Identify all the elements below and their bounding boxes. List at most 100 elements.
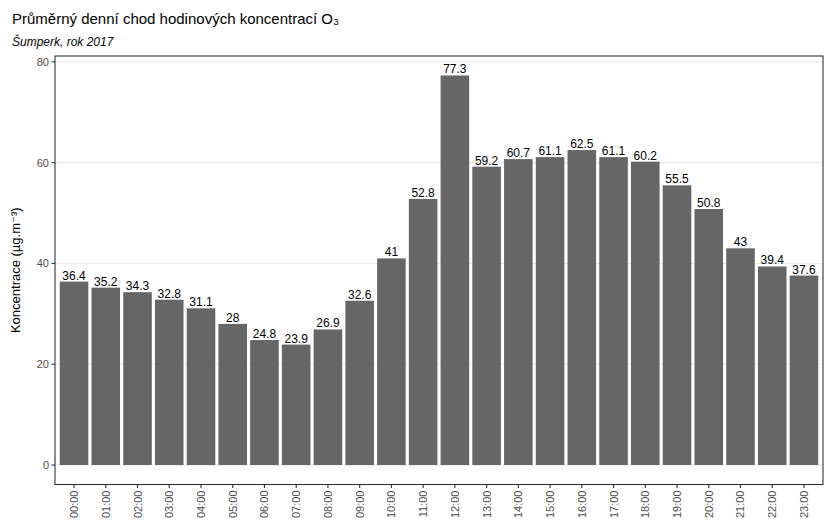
grid	[55, 62, 823, 465]
y-tick-label: 20	[37, 358, 49, 370]
x-tick	[486, 485, 487, 489]
x-tick-label: 01:00	[100, 491, 112, 519]
x-tick-label: 04:00	[195, 491, 207, 519]
bar	[441, 75, 470, 465]
data-label: 62.5	[570, 137, 594, 151]
bar	[377, 258, 406, 465]
x-tick-label: 17:00	[608, 491, 620, 519]
x-tick-label: 16:00	[576, 491, 588, 519]
data-label: 55.5	[665, 172, 689, 186]
bar	[631, 162, 660, 465]
data-label: 34.3	[126, 279, 150, 293]
y-tick-label: 40	[37, 257, 49, 269]
data-label: 28	[226, 311, 240, 325]
x-tick	[73, 485, 74, 489]
bar	[726, 248, 755, 465]
x-tick	[232, 485, 233, 489]
data-label: 50.8	[697, 196, 721, 210]
background	[0, 0, 831, 529]
y-tick	[52, 364, 56, 365]
grid-line	[55, 162, 823, 163]
bars	[60, 75, 818, 465]
bar	[345, 301, 374, 465]
x-tick-label: 12:00	[449, 491, 461, 519]
data-label: 23.9	[285, 332, 309, 346]
bar	[409, 199, 438, 465]
y-tick-label: 60	[37, 157, 49, 169]
x-tick	[359, 485, 360, 489]
data-label: 32.8	[158, 287, 182, 301]
x-tick	[708, 485, 709, 489]
data-label: 59.2	[475, 154, 499, 168]
x-tick	[645, 485, 646, 489]
data-label: 26.9	[316, 316, 340, 330]
x-tick-label: 20:00	[703, 491, 715, 519]
x-tick	[105, 485, 106, 489]
bar	[568, 150, 597, 465]
data-label: 39.4	[761, 253, 785, 267]
data-label: 77.3	[443, 62, 467, 76]
data-label: 60.7	[507, 146, 531, 160]
grid-line	[55, 61, 823, 62]
bar	[314, 329, 343, 465]
x-tick	[264, 485, 265, 489]
data-label: 36.4	[62, 269, 86, 283]
x-tick-label: 21:00	[734, 491, 746, 519]
x-tick	[454, 485, 455, 489]
bar	[758, 266, 787, 465]
x-tick-label: 22:00	[766, 491, 778, 519]
x-axis: 00:00 01:00 02:00 03:00 04:00 05:00 06:00 07:00…	[68, 485, 810, 519]
bar	[155, 300, 184, 465]
y-tick	[52, 162, 56, 163]
bar	[123, 292, 152, 465]
x-tick-label: 23:00	[798, 491, 810, 519]
y-tick-label: 80	[37, 56, 49, 68]
title: Průměrný denní chod hodinových koncentra…	[12, 10, 339, 27]
x-tick-label: 13:00	[481, 490, 493, 518]
data-label: 43	[734, 235, 748, 249]
x-tick	[550, 485, 551, 489]
x-tick	[200, 485, 201, 489]
x-tick	[613, 485, 614, 489]
data-label: 35.2	[94, 275, 118, 289]
x-tick	[676, 485, 677, 489]
data-label: 52.8	[411, 186, 435, 200]
x-tick	[296, 485, 297, 489]
x-tick-label: 15:00	[544, 491, 556, 519]
data-label: 41	[385, 245, 399, 259]
bar	[472, 167, 501, 465]
y-tick	[52, 464, 56, 465]
x-tick-label: 09:00	[354, 491, 366, 519]
x-tick	[327, 485, 328, 489]
data-label: 32.6	[348, 288, 372, 302]
bar	[218, 324, 247, 465]
data-label: 37.6	[792, 263, 816, 277]
x-tick-label: 07:00	[290, 491, 302, 519]
x-tick-label: 02:00	[132, 491, 144, 519]
bar	[91, 288, 120, 465]
x-tick-label: 05:00	[227, 491, 239, 519]
x-tick-label: 19:00	[671, 491, 683, 519]
data-label: 31.1	[189, 295, 213, 309]
x-tick-label: 06:00	[258, 491, 270, 519]
chart: 36.4 35.2 34.3 32.8 31.1 28 24.8 23.9 26.9 32.6 41…	[0, 0, 831, 529]
bar	[599, 157, 628, 465]
x-tick-label: 00:00	[68, 491, 80, 519]
x-tick	[391, 485, 392, 489]
bar	[790, 276, 819, 465]
x-tick-label: 03:00	[163, 491, 175, 519]
bar	[663, 185, 692, 465]
y-tick-label: 0	[43, 459, 49, 471]
data-label: 24.8	[253, 327, 277, 341]
y-axis: 0 20 40 60 80	[37, 56, 55, 471]
bar	[282, 345, 311, 465]
data-labels: 36.4 35.2 34.3 32.8 31.1 28 24.8 23.9 26.9 32.6 41…	[62, 62, 816, 345]
x-tick-label: 08:00	[322, 491, 334, 519]
x-tick	[518, 485, 519, 489]
plot-panel	[55, 56, 823, 485]
data-label: 61.1	[538, 144, 562, 158]
x-tick-label: 10:00	[385, 491, 397, 519]
bar	[250, 340, 279, 465]
data-label: 61.1	[602, 144, 626, 158]
subtitle: Šumperk, rok 2017	[12, 34, 115, 49]
